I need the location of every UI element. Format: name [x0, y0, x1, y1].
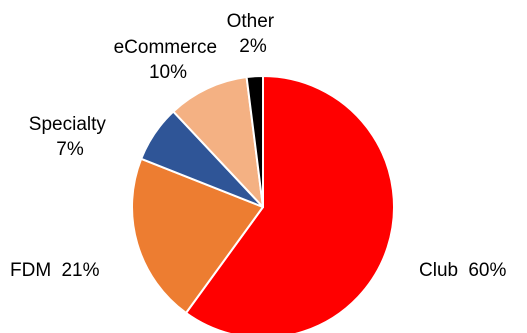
label-club-value: 60% [468, 260, 506, 281]
label-specialty-value: 7% [56, 139, 84, 160]
label-club: Club 60% [419, 260, 506, 281]
label-fdm: FDM 21% [10, 260, 100, 281]
label-other-name: Other [227, 11, 275, 32]
label-other-value: 2% [239, 36, 267, 57]
label-fdm-value: 21% [61, 260, 99, 281]
label-club-name: Club [419, 260, 458, 281]
pie-slices [131, 74, 395, 333]
slice-ecommerce [172, 76, 264, 208]
slice-other [245, 74, 264, 208]
label-ecommerce-value: 10% [149, 62, 187, 83]
slice-club [185, 75, 395, 333]
label-other: Other 2% [227, 11, 280, 57]
label-fdm-name: FDM [10, 260, 51, 281]
label-specialty-name: Specialty [29, 114, 107, 135]
label-specialty: Specialty 7% [29, 114, 111, 160]
label-ecommerce: eCommerce 10% [114, 37, 223, 83]
label-ecommerce-name: eCommerce [114, 37, 217, 58]
slice-fdm [131, 157, 264, 314]
